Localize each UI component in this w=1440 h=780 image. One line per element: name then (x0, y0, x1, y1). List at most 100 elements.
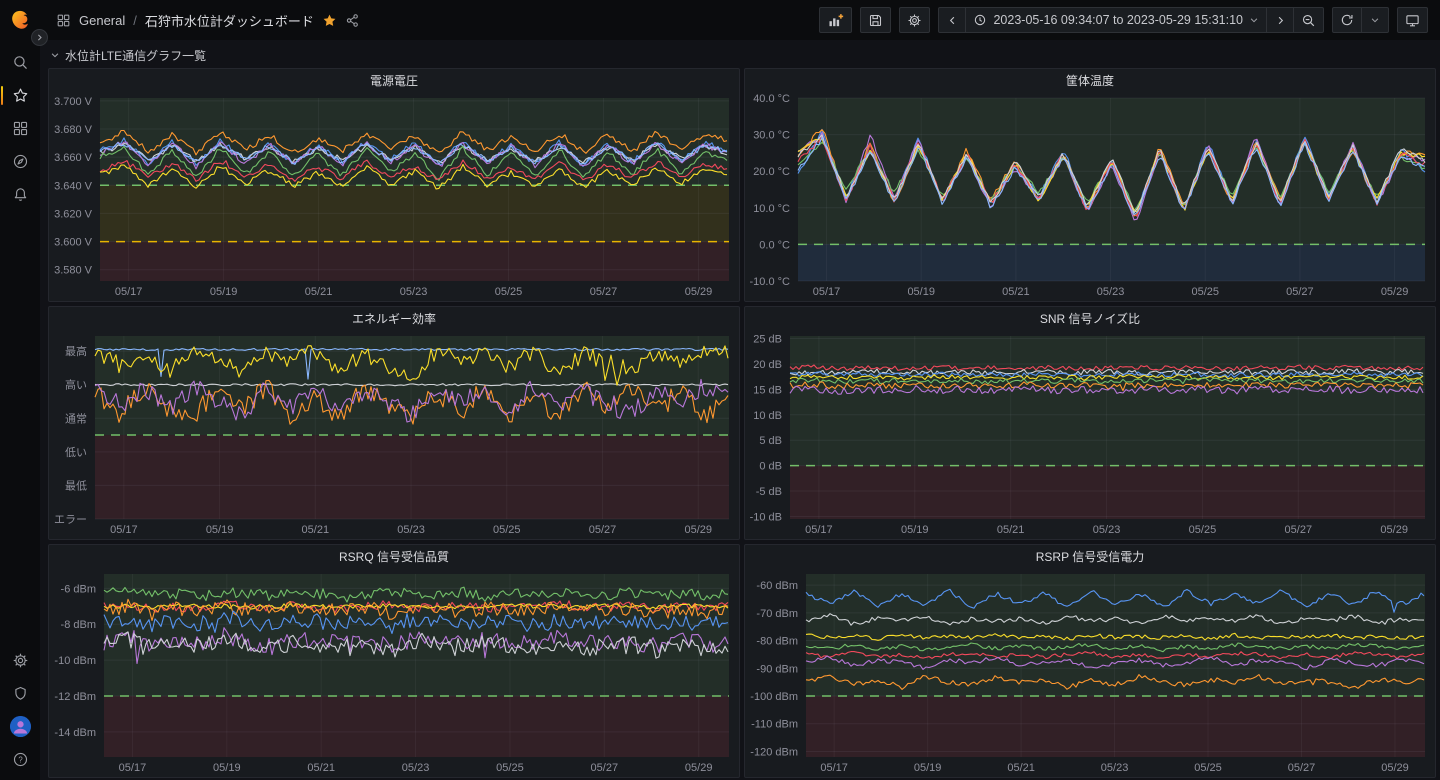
save-dashboard-button[interactable] (860, 7, 891, 33)
enclosure-temperature-chart[interactable]: 40.0 °C30.0 °C20.0 °C10.0 °C0.0 °C-10.0 … (745, 92, 1435, 301)
svg-text:05/17: 05/17 (820, 762, 848, 774)
svg-text:最低: 最低 (65, 479, 87, 492)
svg-text:-70 dBm: -70 dBm (756, 608, 798, 620)
chevron-left-icon (947, 15, 958, 26)
energy-efficiency-chart[interactable]: 最高高い通常低い最低エラー05/1705/1905/2105/2305/2505… (49, 330, 739, 539)
row-title: 水位計LTE通信グラフ一覧 (65, 47, 206, 64)
panel-title-text: SNR 信号ノイズ比 (1040, 310, 1140, 327)
panel-header[interactable]: エネルギー効率 (49, 307, 739, 330)
shield-icon (12, 685, 29, 702)
svg-text:05/19: 05/19 (213, 762, 241, 774)
row-header-lte-graphs[interactable]: 水位計LTE通信グラフ一覧 (48, 44, 1436, 66)
svg-text:最高: 最高 (65, 344, 87, 358)
panel-snr: SNR 信号ノイズ比 25 dB20 dB15 dB10 dB5 dB0 dB-… (744, 306, 1436, 540)
svg-text:3.680 V: 3.680 V (54, 124, 93, 136)
svg-text:05/17: 05/17 (110, 524, 138, 536)
svg-text:05/21: 05/21 (307, 762, 335, 774)
panel-enclosure-temperature: 筐体温度 40.0 °C30.0 °C20.0 °C10.0 °C0.0 °C-… (744, 68, 1436, 302)
svg-text:低い: 低い (65, 446, 87, 459)
time-shift-forward-button[interactable] (1266, 7, 1294, 33)
svg-text:05/17: 05/17 (813, 286, 841, 298)
svg-text:05/25: 05/25 (493, 524, 521, 536)
panel-header[interactable]: 電源電圧 (49, 69, 739, 92)
topbar-actions: 2023-05-16 09:34:07 to 2023-05-29 15:31:… (819, 7, 1428, 33)
share-icon[interactable] (345, 13, 360, 28)
refresh-icon (1340, 13, 1354, 27)
sidebar-item-alerting[interactable] (0, 178, 40, 211)
svg-text:05/21: 05/21 (997, 524, 1025, 536)
time-range-picker[interactable]: 2023-05-16 09:34:07 to 2023-05-29 15:31:… (965, 7, 1267, 33)
main-area: General / 石狩市水位計ダッシュボード (40, 0, 1440, 780)
rsrp-chart[interactable]: -60 dBm-70 dBm-80 dBm-90 dBm-100 dBm-110… (745, 568, 1435, 777)
sidebar-item-search[interactable] (0, 46, 40, 79)
svg-text:0 dB: 0 dB (759, 461, 782, 473)
sidebar-item-starred[interactable] (0, 79, 40, 112)
svg-text:05/23: 05/23 (1093, 524, 1121, 536)
svg-text:30.0 °C: 30.0 °C (753, 130, 790, 142)
panel-rsrq: RSRQ 信号受信品質 -6 dBm-8 dBm-10 dBm-12 dBm-1… (48, 544, 740, 778)
svg-text:05/29: 05/29 (684, 524, 712, 536)
panel-header[interactable]: RSRQ 信号受信品質 (49, 545, 739, 568)
refresh-interval-dropdown[interactable] (1361, 7, 1389, 33)
breadcrumb-section[interactable]: General (79, 13, 125, 28)
refresh-button[interactable] (1332, 7, 1362, 33)
favorite-star-icon[interactable] (322, 13, 337, 28)
panel-power-voltage: 電源電圧 3.700 V3.680 V3.660 V3.640 V3.620 V… (48, 68, 740, 302)
time-controls: 2023-05-16 09:34:07 to 2023-05-29 15:31:… (938, 7, 1324, 33)
svg-text:25 dB: 25 dB (753, 334, 782, 346)
svg-text:05/17: 05/17 (115, 286, 143, 298)
sidebar-expand-button[interactable] (31, 29, 48, 46)
breadcrumb: General / 石狩市水位計ダッシュボード (56, 11, 360, 30)
grafana-logo-icon (9, 9, 31, 31)
svg-text:05/29: 05/29 (1381, 762, 1409, 774)
magnifier-minus-icon (1301, 13, 1316, 28)
sidebar-item-configuration[interactable] (0, 644, 40, 677)
monitor-icon (1405, 13, 1420, 28)
sidebar-item-dashboards[interactable] (0, 112, 40, 145)
sidebar-item-server-admin[interactable] (0, 677, 40, 710)
svg-text:3.620 V: 3.620 V (54, 208, 93, 220)
panel-rsrp: RSRP 信号受信電力 -60 dBm-70 dBm-80 dBm-90 dBm… (744, 544, 1436, 778)
svg-text:3.700 V: 3.700 V (54, 96, 93, 108)
snr-chart[interactable]: 25 dB20 dB15 dB10 dB5 dB0 dB-5 dB-10 dB0… (745, 330, 1435, 539)
svg-text:-90 dBm: -90 dBm (756, 663, 798, 675)
svg-text:-100 dBm: -100 dBm (750, 691, 798, 703)
dashboard-title[interactable]: 石狩市水位計ダッシュボード (145, 11, 314, 30)
sidebar-item-explore[interactable] (0, 145, 40, 178)
svg-text:05/27: 05/27 (589, 524, 617, 536)
svg-text:05/23: 05/23 (1097, 286, 1125, 298)
panel-header[interactable]: 筐体温度 (745, 69, 1435, 92)
svg-text:05/27: 05/27 (1288, 762, 1316, 774)
svg-text:05/19: 05/19 (914, 762, 942, 774)
bell-icon (12, 186, 29, 203)
zoom-out-time-button[interactable] (1293, 7, 1324, 33)
svg-text:05/23: 05/23 (1101, 762, 1129, 774)
help-icon: ? (12, 751, 29, 768)
dashboard-settings-button[interactable] (899, 7, 930, 33)
svg-text:-5 dB: -5 dB (756, 486, 782, 498)
panel-title-text: 電源電圧 (370, 72, 418, 89)
rsrq-chart[interactable]: -6 dBm-8 dBm-10 dBm-12 dBm-14 dBm05/1705… (49, 568, 739, 777)
kiosk-mode-button[interactable] (1397, 7, 1428, 33)
add-panel-button[interactable] (819, 7, 852, 33)
svg-text:3.660 V: 3.660 V (54, 152, 93, 164)
panel-header[interactable]: RSRP 信号受信電力 (745, 545, 1435, 568)
sidebar-item-profile[interactable] (0, 710, 40, 743)
svg-text:5 dB: 5 dB (759, 435, 782, 447)
svg-text:15 dB: 15 dB (753, 384, 782, 396)
power-voltage-chart[interactable]: 3.700 V3.680 V3.660 V3.640 V3.620 V3.600… (49, 92, 739, 301)
svg-text:40.0 °C: 40.0 °C (753, 93, 790, 105)
dashboards-grid-icon (12, 120, 29, 137)
sidebar-item-help[interactable]: ? (0, 743, 40, 776)
search-icon (12, 54, 29, 71)
panel-title-text: 筐体温度 (1066, 72, 1114, 89)
svg-text:?: ? (18, 755, 23, 764)
svg-text:-60 dBm: -60 dBm (756, 580, 798, 592)
chevron-down-icon (1249, 15, 1259, 25)
time-shift-back-button[interactable] (938, 7, 966, 33)
time-range-text: 2023-05-16 09:34:07 to 2023-05-29 15:31:… (993, 13, 1243, 27)
panel-header[interactable]: SNR 信号ノイズ比 (745, 307, 1435, 330)
clock-icon (973, 13, 987, 27)
avatar (10, 716, 31, 737)
svg-text:05/27: 05/27 (590, 286, 618, 298)
